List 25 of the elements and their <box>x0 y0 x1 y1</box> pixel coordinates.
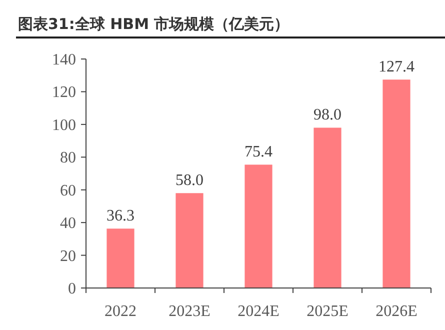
y-tick-label: 120 <box>52 84 76 102</box>
chart-title: 图表31:全球 HBM 市场规模（亿美元） <box>18 15 290 33</box>
y-tick-label: 80 <box>60 150 76 167</box>
x-tick-label: 2022 <box>104 303 136 320</box>
bar <box>244 164 272 288</box>
y-tick-label: 0 <box>68 280 76 298</box>
bar <box>106 228 134 288</box>
x-tick-label: 2026E <box>376 303 418 320</box>
y-tick-label: 140 <box>52 52 76 68</box>
plot: 36.3 58.0 75.4 98.0 127.4 0 20 40 60 80 100 120 140 2022 2023E 2024E 2025E 2026E <box>52 52 432 320</box>
data-label: 75.4 <box>244 144 272 161</box>
data-label: 36.3 <box>106 208 134 225</box>
data-label: 58.0 <box>176 172 204 190</box>
x-tick-label: 2025E <box>306 303 348 320</box>
y-tick-label: 60 <box>60 182 76 200</box>
bar <box>382 80 410 288</box>
bar <box>314 128 342 288</box>
bar <box>176 193 204 288</box>
x-tick-label: 2024E <box>238 303 280 320</box>
y-tick-label: 100 <box>52 116 76 134</box>
data-label: 127.4 <box>378 58 414 76</box>
y-tick-label: 40 <box>60 215 76 232</box>
data-label: 98.0 <box>314 106 342 124</box>
x-tick-label: 2023E <box>168 303 210 320</box>
y-tick-label: 20 <box>60 248 76 265</box>
